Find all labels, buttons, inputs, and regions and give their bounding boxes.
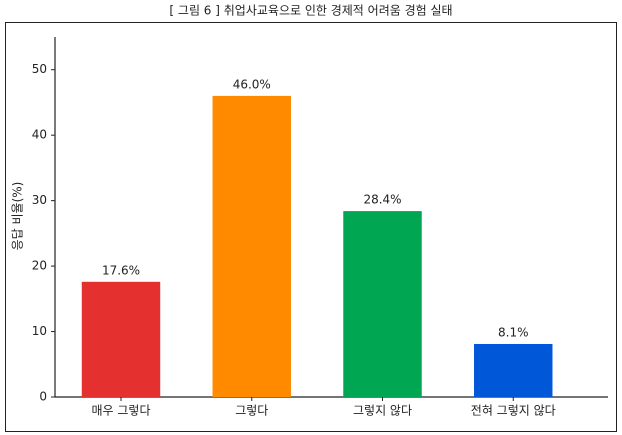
x-tick-label: 매우 그렇다	[91, 403, 150, 418]
value-label: 28.4%	[363, 193, 401, 207]
bar	[474, 343, 553, 397]
x-tick-label: 전혀 그렇지 않다	[471, 403, 556, 418]
x-tick-label: 그렇다	[235, 403, 268, 418]
value-label: 46.0%	[233, 77, 271, 91]
value-label: 17.6%	[102, 263, 140, 277]
chart-title: [ 그림 6 ] 취업사교육으로 인한 경제적 어려움 경험 실태	[169, 4, 452, 18]
y-tick-label: 10	[32, 324, 47, 338]
chart-frame	[5, 22, 617, 432]
bar	[212, 95, 291, 397]
y-tick-label: 0	[39, 390, 47, 404]
y-tick-label: 50	[32, 62, 47, 76]
bar	[343, 211, 422, 397]
y-axis-label: 응답 비율(%)	[11, 182, 25, 251]
y-tick-label: 30	[32, 193, 47, 207]
y-tick-label: 20	[32, 259, 47, 273]
value-label: 8.1%	[498, 325, 529, 339]
x-tick-label: 그렇지 않다	[353, 403, 412, 418]
y-tick-label: 40	[32, 128, 47, 142]
bar	[81, 281, 161, 397]
